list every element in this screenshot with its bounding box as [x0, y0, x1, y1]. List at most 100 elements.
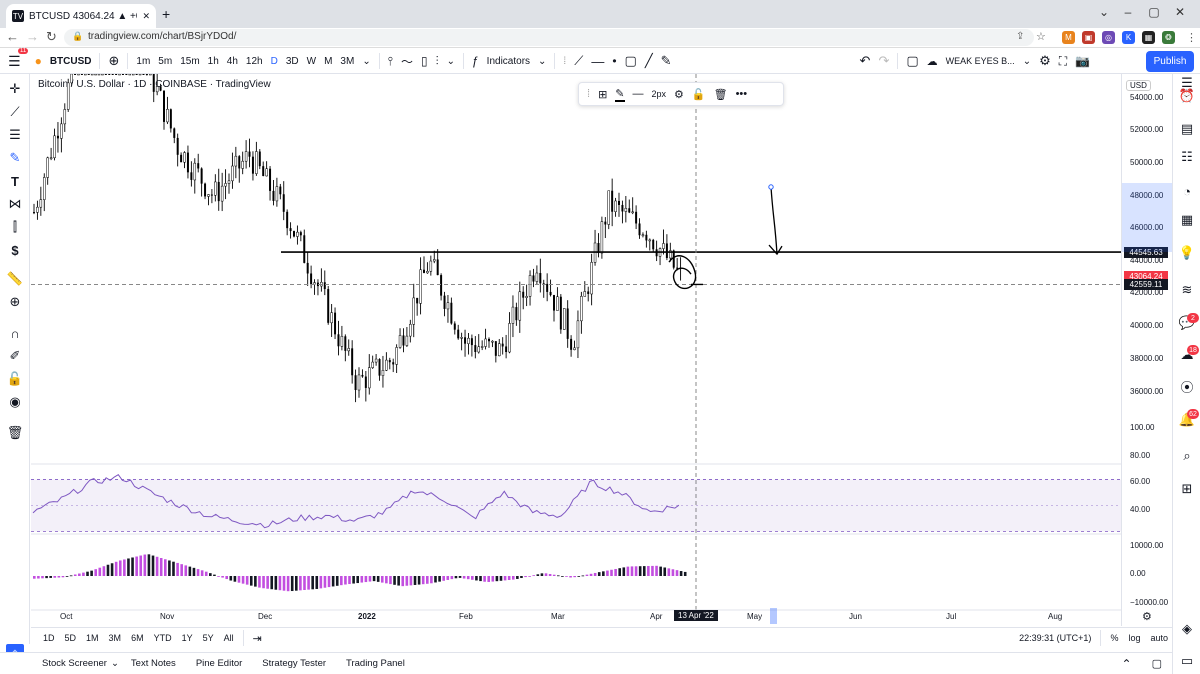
- rectangle-tool-icon[interactable]: ▢: [624, 53, 637, 68]
- extension-icon[interactable]: K: [1122, 31, 1135, 44]
- watchlist-icon[interactable]: ☰: [1181, 75, 1193, 90]
- maximize-icon[interactable]: ▢: [1148, 5, 1160, 19]
- dot-icon[interactable]: •: [612, 54, 617, 68]
- text-tool-icon[interactable]: T: [11, 173, 19, 189]
- screener-dropdown-icon[interactable]: ⌄: [110, 658, 119, 669]
- chart-type-bars-icon[interactable]: ⫯: [387, 53, 393, 68]
- back-icon[interactable]: ←: [6, 29, 19, 44]
- browser-tab[interactable]: TV BTCUSD 43064.24 ▲ +0.7% WEA ✕: [6, 4, 156, 28]
- layout-dropdown-icon[interactable]: ⌄: [1022, 55, 1032, 67]
- hotlist-icon[interactable]: ◔: [1183, 183, 1191, 199]
- layers-icon[interactable]: ◈: [1182, 621, 1192, 636]
- interval-12h[interactable]: 12h: [245, 55, 263, 67]
- streams-icon[interactable]: ≋: [1181, 282, 1193, 297]
- range-5d[interactable]: 5D: [64, 633, 77, 643]
- menu-kebab-icon[interactable]: ⋮: [1186, 32, 1197, 44]
- trash-icon[interactable]: 🗑: [6, 425, 24, 440]
- symbol-search[interactable]: BTCUSD: [49, 55, 92, 67]
- pattern-tool-icon[interactable]: ⋈: [8, 196, 22, 211]
- brush-color-icon[interactable]: ✎: [615, 87, 625, 102]
- trend-line-icon[interactable]: ╱: [644, 53, 653, 68]
- drag-handle-icon[interactable]: ⁞: [587, 88, 591, 100]
- chart-type-dropdown-icon[interactable]: ⌄: [446, 55, 455, 67]
- polyline-tool-icon[interactable]: ⟋: [574, 53, 584, 68]
- line-width-icon[interactable]: —: [632, 88, 644, 100]
- tab-pine-editor[interactable]: Pine Editor: [195, 658, 243, 669]
- range-1y[interactable]: 1Y: [181, 633, 193, 643]
- horizontal-ray-icon[interactable]: —: [591, 53, 605, 69]
- percent-scale-toggle[interactable]: %: [1110, 633, 1119, 643]
- settings-gear-icon[interactable]: ⚙: [1039, 53, 1051, 68]
- publish-button[interactable]: Publish: [1146, 51, 1194, 72]
- lock-icon[interactable]: 🔓: [691, 88, 706, 101]
- hand-drawn-arrow-drawing[interactable]: [768, 186, 783, 256]
- alerts-clock-icon[interactable]: ⏰: [1178, 88, 1196, 103]
- calendar-grid-icon[interactable]: ▦: [1180, 212, 1194, 227]
- interval-15m[interactable]: 15m: [180, 55, 200, 67]
- tab-strategy-tester[interactable]: Strategy Tester: [262, 658, 327, 669]
- data-window-icon[interactable]: ▤: [1180, 121, 1194, 136]
- indicators-icon[interactable]: ƒ: [471, 54, 479, 68]
- auto-scale-toggle[interactable]: auto: [1150, 633, 1168, 643]
- interval-d[interactable]: D: [270, 55, 278, 67]
- camera-icon[interactable]: 📷: [1075, 54, 1091, 68]
- line-width-label[interactable]: 2px: [651, 89, 667, 99]
- trash-icon[interactable]: 🗑: [713, 88, 728, 101]
- close-window-icon[interactable]: ✕: [1174, 5, 1186, 19]
- bookmark-star-icon[interactable]: ☆: [1036, 31, 1046, 43]
- interval-1h[interactable]: 1h: [207, 55, 219, 67]
- interval-3d[interactable]: 3D: [285, 55, 299, 67]
- brush-tool-icon[interactable]: ✎: [660, 53, 672, 68]
- url-field[interactable]: 🔒 tradingview.com/chart/BSjrYDOd/: [64, 29, 1034, 46]
- news-icon[interactable]: ☷: [1181, 149, 1193, 164]
- range-ytd[interactable]: YTD: [153, 633, 172, 643]
- ruler-icon[interactable]: 📏: [6, 271, 24, 286]
- interval-4h[interactable]: 4h: [226, 55, 238, 67]
- prediction-tool-icon[interactable]: ⫿: [12, 219, 18, 234]
- new-tab-icon[interactable]: +: [162, 6, 171, 22]
- range-3m[interactable]: 3M: [108, 633, 122, 643]
- minimize-icon[interactable]: –: [1124, 5, 1132, 19]
- chart-canvas[interactable]: [31, 74, 1121, 626]
- dom-icon[interactable]: ⊞: [1181, 481, 1193, 496]
- indicators-dropdown-icon[interactable]: ⌄: [538, 55, 547, 67]
- more-icon[interactable]: •••: [735, 88, 748, 100]
- metamask-extension-icon[interactable]: M: [1062, 31, 1075, 44]
- range-all[interactable]: All: [223, 633, 234, 643]
- cloud-icon[interactable]: ☁: [926, 55, 938, 68]
- lock-drawings-icon[interactable]: 🔓: [6, 371, 24, 386]
- range-1m[interactable]: 1M: [86, 633, 99, 643]
- settings-gear-icon[interactable]: ⚙: [674, 88, 684, 101]
- compare-plus-icon[interactable]: ⊕: [108, 53, 120, 68]
- chevron-down-icon[interactable]: ⌄: [1098, 5, 1110, 19]
- panels-icon[interactable]: ▭: [1180, 653, 1194, 668]
- crosshair-icon[interactable]: ✛: [9, 81, 21, 96]
- range-1d[interactable]: 1D: [43, 633, 55, 643]
- extension-icon[interactable]: ◎: [1102, 31, 1115, 44]
- eye-icon[interactable]: ◉: [9, 394, 21, 409]
- price-axis[interactable]: USD 54000.00 52000.00 50000.00 48000.00 4600…: [1121, 74, 1172, 626]
- collapse-panel-icon[interactable]: ⌃: [1121, 656, 1132, 671]
- dollar-icon[interactable]: $: [11, 242, 19, 258]
- settings-gear-icon[interactable]: ⚙: [1142, 611, 1152, 623]
- redo-icon[interactable]: ↷: [878, 53, 890, 68]
- magnet-icon[interactable]: ∩: [10, 325, 20, 341]
- chart-type-candles-icon[interactable]: ▯: [420, 54, 428, 68]
- main-menu-icon[interactable]: ☰ 11: [8, 47, 29, 69]
- tab-trading-panel[interactable]: Trading Panel: [346, 658, 405, 669]
- chart-type-hlc-icon[interactable]: ⫶: [435, 53, 439, 68]
- close-tab-icon[interactable]: ✕: [142, 10, 150, 21]
- currency-selector[interactable]: USD: [1126, 80, 1151, 91]
- hand-drawn-circle-drawing[interactable]: [668, 255, 703, 290]
- interval-dropdown-icon[interactable]: ⌄: [362, 55, 371, 67]
- help-icon[interactable]: ⌕: [1183, 448, 1191, 463]
- fib-tool-icon[interactable]: ☰: [9, 127, 21, 142]
- drawing-anchor-point[interactable]: [768, 184, 774, 190]
- zoom-in-icon[interactable]: ⊕: [9, 294, 21, 309]
- layout-square-icon[interactable]: ▢: [906, 53, 919, 68]
- interval-w[interactable]: W: [306, 55, 317, 67]
- stay-drawing-icon[interactable]: ✐: [9, 348, 21, 363]
- tab-stock-screener[interactable]: Stock Screener: [42, 658, 107, 669]
- indicators-button[interactable]: Indicators: [486, 55, 531, 67]
- forward-icon[interactable]: →: [26, 29, 39, 44]
